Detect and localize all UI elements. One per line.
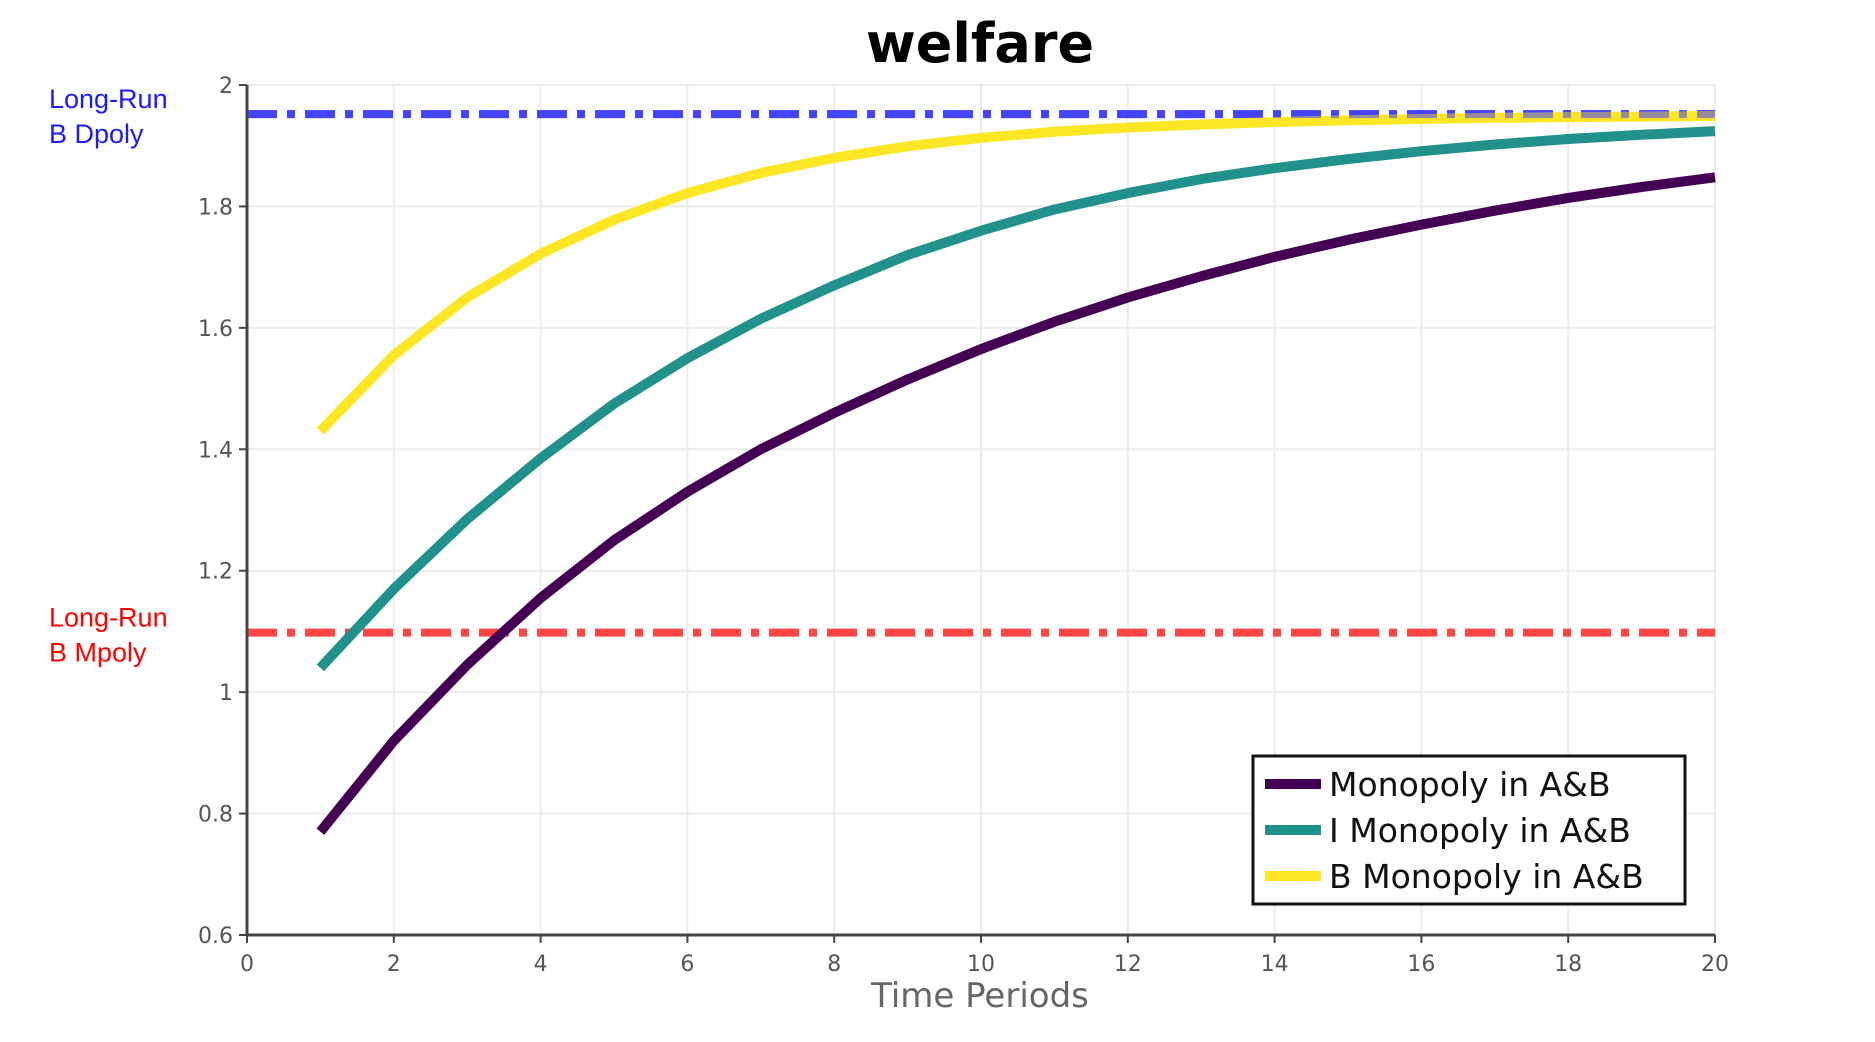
y-tick-label: 1.8 <box>198 195 233 220</box>
x-axis-title: Time Periods <box>870 976 1089 1016</box>
series-lines <box>247 110 1716 835</box>
legend-box <box>1251 754 1687 906</box>
axes <box>239 84 1716 943</box>
reference-lines: Long-Run B Dpoly Long-Run B Mpoly <box>49 84 1715 668</box>
y-tick-label: 2 <box>219 74 233 99</box>
x-tick-label: 16 <box>1407 952 1435 977</box>
x-tick-label: 10 <box>967 952 995 977</box>
y-tick-label: 0.8 <box>198 803 233 828</box>
x-tick-label: 8 <box>827 952 841 977</box>
chart-title: welfare <box>866 12 1094 75</box>
y-tick-label: 1.2 <box>198 560 233 585</box>
y-tick-label: 0.6 <box>198 924 233 949</box>
x-tick-label: 6 <box>680 952 694 977</box>
legend-entry-label: Monopoly in A&B <box>1329 765 1611 804</box>
reference-label: B Dpoly <box>49 119 144 149</box>
tick-labels: 0 2 4 6 8 10 12 14 16 18 20 0.6 0.8 1 1.2 1.4 1.6 1.8 2 <box>198 74 1729 977</box>
legend[interactable]: Monopoly in A&B I Monopoly in A&B B Monopo… <box>1251 754 1687 906</box>
series-line <box>316 110 1716 435</box>
series-line <box>316 172 1716 835</box>
y-tick-label: 1.4 <box>198 438 233 463</box>
series-line <box>316 126 1716 672</box>
reference-label: Long-Run <box>49 603 168 633</box>
x-tick-label: 2 <box>387 952 401 977</box>
x-tick-label: 4 <box>534 952 548 977</box>
x-tick-label: 0 <box>240 952 254 977</box>
legend-entry-label: B Monopoly in A&B <box>1329 857 1644 896</box>
x-tick-label: 12 <box>1114 952 1142 977</box>
y-tick-label: 1 <box>219 681 233 706</box>
x-tick-label: 14 <box>1261 952 1289 977</box>
y-tick-label: 1.6 <box>198 317 233 342</box>
x-tick-label: 20 <box>1701 952 1729 977</box>
legend-entry-label: I Monopoly in A&B <box>1329 811 1631 850</box>
reference-label: B Mpoly <box>49 638 147 668</box>
reference-label: Long-Run <box>49 84 168 114</box>
x-tick-label: 18 <box>1554 952 1582 977</box>
